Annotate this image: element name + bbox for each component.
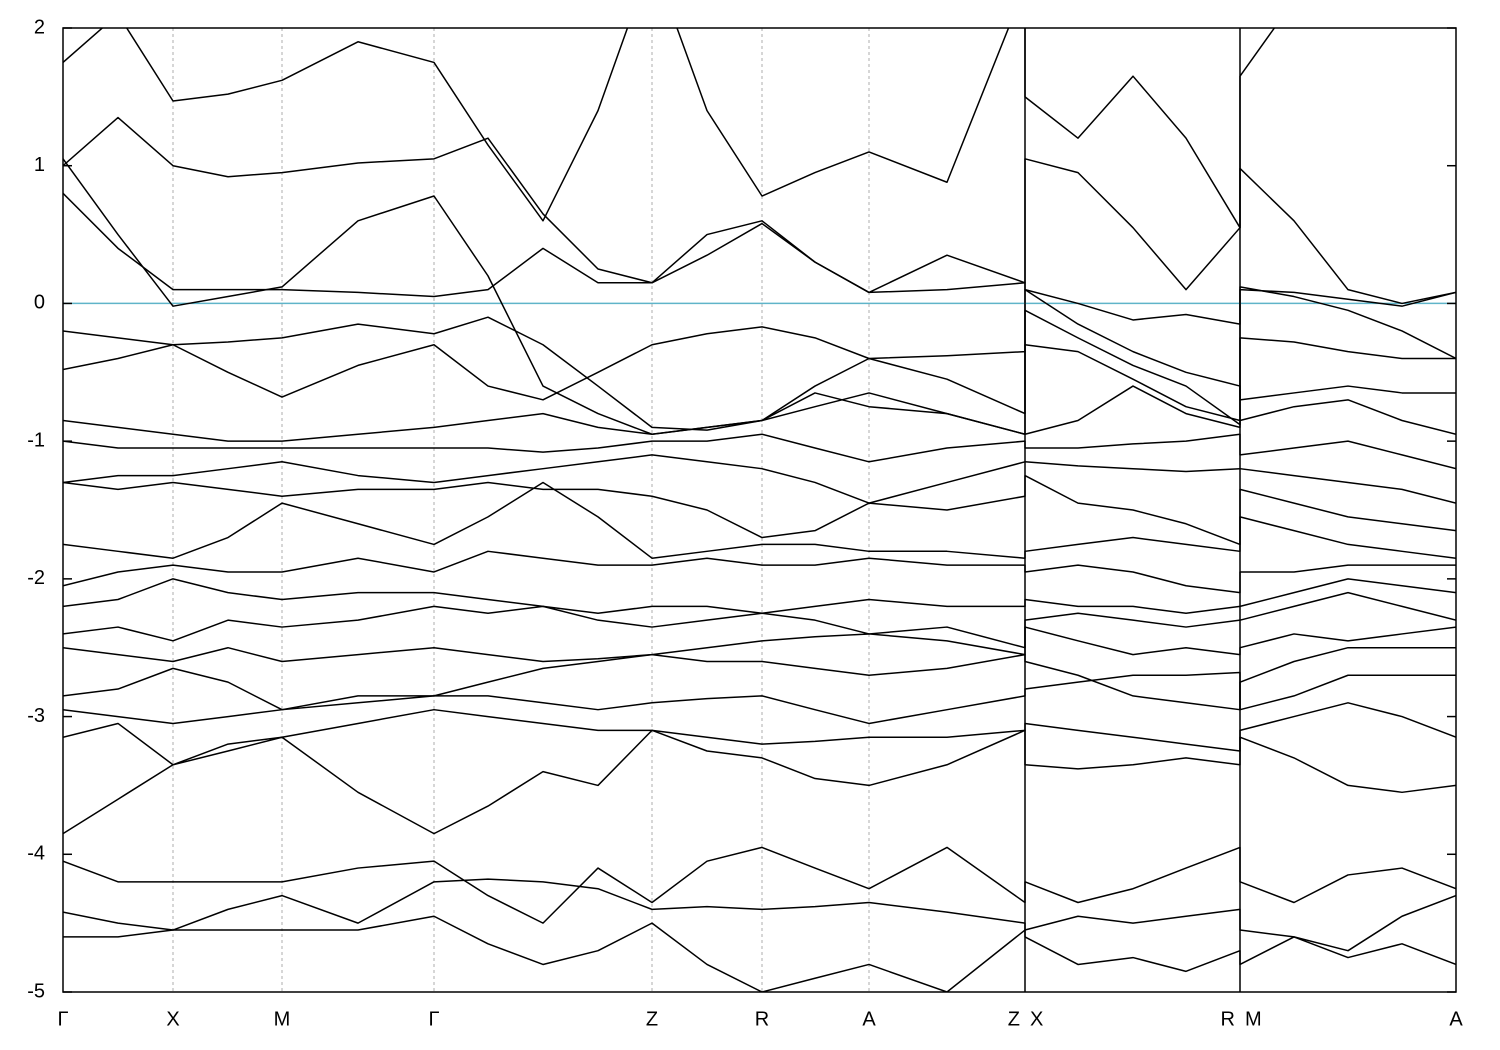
y-tick-label: -4 bbox=[27, 843, 45, 865]
bands bbox=[63, 28, 1456, 992]
band-line bbox=[63, 286, 1456, 431]
band-line bbox=[63, 158, 1456, 436]
x-tick-label: M bbox=[1245, 1008, 1262, 1030]
band-line bbox=[63, 878, 1456, 952]
y-tick-label: -5 bbox=[27, 980, 45, 1002]
band-line bbox=[63, 192, 1456, 325]
x-tick-label: M bbox=[274, 1008, 291, 1030]
band-line bbox=[63, 729, 1456, 835]
band-line bbox=[63, 433, 1456, 470]
band-line bbox=[63, 481, 1456, 559]
band-line bbox=[63, 846, 1456, 924]
band-line bbox=[63, 326, 1456, 422]
band-line bbox=[63, 915, 1456, 992]
band-line bbox=[63, 116, 1456, 305]
x-tick-label: A bbox=[862, 1008, 876, 1030]
x-tick-label: R bbox=[1221, 1008, 1235, 1030]
y-tick-label: 2 bbox=[34, 16, 45, 38]
x-tick-label: A bbox=[1449, 1008, 1463, 1030]
band-line bbox=[63, 578, 1456, 615]
band-line bbox=[63, 28, 1276, 229]
y-tick-label: -1 bbox=[27, 429, 45, 451]
x-tick-label: Γ bbox=[428, 1008, 439, 1030]
x-tick-label: Z bbox=[646, 1008, 658, 1030]
x-tick-label: Z bbox=[1008, 1008, 1020, 1030]
band-line bbox=[63, 550, 1456, 594]
y-tick-label: 1 bbox=[34, 154, 45, 176]
plot-frame bbox=[62, 27, 1457, 993]
band-line bbox=[63, 626, 1456, 663]
x-tick-label: X bbox=[166, 1008, 179, 1030]
band-line bbox=[63, 702, 1456, 766]
y-tick-label: -2 bbox=[27, 567, 45, 589]
x-tick-label: Γ bbox=[57, 1008, 68, 1030]
band-line bbox=[63, 385, 1456, 442]
band-line bbox=[63, 591, 1456, 649]
band-line bbox=[63, 646, 1456, 711]
x-tick-label: X bbox=[1030, 1008, 1043, 1030]
band-line bbox=[63, 474, 1456, 546]
y-tick-label: -3 bbox=[27, 705, 45, 727]
y-tick-label: 0 bbox=[34, 292, 45, 314]
x-tick-label: R bbox=[755, 1008, 769, 1030]
band-line bbox=[63, 454, 1456, 504]
